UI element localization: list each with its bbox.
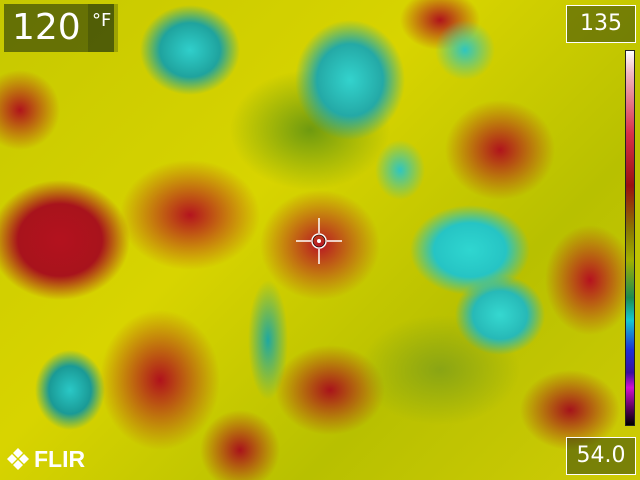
unit-box: [88, 4, 118, 52]
spot-temperature-readout: 120 °F: [4, 4, 118, 52]
flir-logo-text: FLIR: [34, 446, 86, 472]
flir-logo: FLIR: [6, 446, 98, 474]
scale-min-label: 54.0: [566, 437, 636, 475]
scale-max-label: 135: [566, 5, 636, 43]
spot-temperature-value: 120: [12, 7, 81, 48]
flir-logo-icon: [7, 448, 29, 470]
crosshair-icon: [296, 218, 342, 264]
temperature-unit: °F: [92, 10, 112, 31]
color-scale-bar: [625, 50, 635, 426]
